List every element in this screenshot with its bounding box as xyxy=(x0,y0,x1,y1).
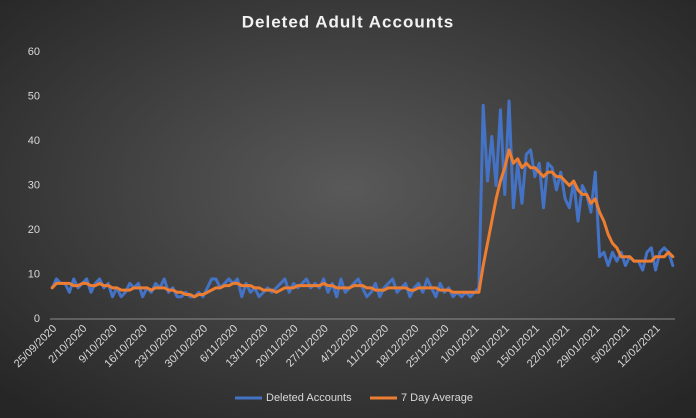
y-tick-label: 20 xyxy=(28,224,40,236)
y-tick-label: 40 xyxy=(28,135,40,147)
legend-label: Deleted Accounts xyxy=(266,392,352,404)
y-tick-label: 50 xyxy=(28,90,40,102)
line-series xyxy=(50,99,675,299)
y-tick-label: 30 xyxy=(28,179,40,191)
legend-label: 7 Day Average xyxy=(401,392,473,404)
y-tick-label: 10 xyxy=(28,268,40,280)
y-tick-label: 60 xyxy=(28,46,40,58)
chart-title: Deleted Adult Accounts xyxy=(242,12,454,31)
y-tick-label: 0 xyxy=(34,313,40,325)
line-series xyxy=(50,148,675,299)
